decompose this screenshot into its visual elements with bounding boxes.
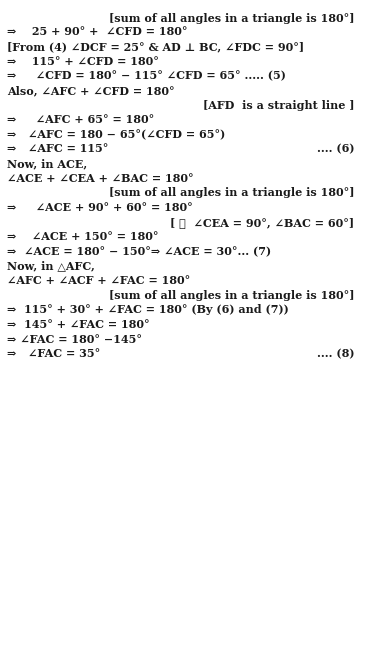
Text: ⇒     ∠ACE + 90° + 60° = 180°: ⇒ ∠ACE + 90° + 60° = 180° (7, 202, 193, 213)
Text: Also, ∠AFC + ∠CFD = 180°: Also, ∠AFC + ∠CFD = 180° (7, 85, 175, 96)
Text: ∠AFC + ∠ACF + ∠FAC = 180°: ∠AFC + ∠ACF + ∠FAC = 180° (7, 275, 191, 286)
Text: [sum of all angles in a triangle is 180°]: [sum of all angles in a triangle is 180°… (109, 188, 354, 198)
Text: ⇒    115° + ∠CFD = 180°: ⇒ 115° + ∠CFD = 180° (7, 56, 159, 66)
Text: ⇒  145° + ∠FAC = 180°: ⇒ 145° + ∠FAC = 180° (7, 319, 150, 330)
Text: ⇒    ∠ACE + 150° = 180°: ⇒ ∠ACE + 150° = 180° (7, 231, 159, 242)
Text: ⇒     ∠CFD = 180° − 115° ∠CFD = 65° ..... (5): ⇒ ∠CFD = 180° − 115° ∠CFD = 65° ..... (5… (7, 70, 286, 81)
Text: [From (4) ∠DCF = 25° & AD ⊥ BC, ∠FDC = 90°]: [From (4) ∠DCF = 25° & AD ⊥ BC, ∠FDC = 9… (7, 41, 304, 52)
Text: ⇒  ∠ACE = 180° − 150°⇒ ∠ACE = 30°... (7): ⇒ ∠ACE = 180° − 150°⇒ ∠ACE = 30°... (7) (7, 246, 272, 257)
Text: Now, in ACE,: Now, in ACE, (7, 158, 87, 169)
Text: Now, in △AFC,: Now, in △AFC, (7, 261, 95, 271)
Text: ⇒  115° + 30° + ∠FAC = 180° (By (6) and (7)): ⇒ 115° + 30° + ∠FAC = 180° (By (6) and (… (7, 305, 289, 315)
Text: ⇒     ∠AFC + 65° = 180°: ⇒ ∠AFC + 65° = 180° (7, 114, 155, 125)
Text: ⇒   ∠FAC = 35°: ⇒ ∠FAC = 35° (7, 348, 101, 359)
Text: [ ∴  ∠CEA = 90°, ∠BAC = 60°]: [ ∴ ∠CEA = 90°, ∠BAC = 60°] (170, 217, 354, 227)
Text: [sum of all angles in a triangle is 180°]: [sum of all angles in a triangle is 180°… (109, 13, 354, 24)
Text: ∠ACE + ∠CEA + ∠BAC = 180°: ∠ACE + ∠CEA + ∠BAC = 180° (7, 173, 194, 184)
Text: .... (6): .... (6) (317, 144, 354, 154)
Text: ⇒   ∠AFC = 180 − 65°(∠CFD = 65°): ⇒ ∠AFC = 180 − 65°(∠CFD = 65°) (7, 129, 225, 140)
Text: ⇒ ∠FAC = 180° −145°: ⇒ ∠FAC = 180° −145° (7, 334, 142, 344)
Text: ⇒   ∠AFC = 115°: ⇒ ∠AFC = 115° (7, 144, 109, 154)
Text: ⇒    25 + 90° +  ∠CFD = 180°: ⇒ 25 + 90° + ∠CFD = 180° (7, 27, 188, 37)
Text: [sum of all angles in a triangle is 180°]: [sum of all angles in a triangle is 180°… (109, 290, 354, 301)
Text: .... (8): .... (8) (317, 348, 354, 359)
Text: [AFD  is a straight line ]: [AFD is a straight line ] (203, 100, 354, 110)
